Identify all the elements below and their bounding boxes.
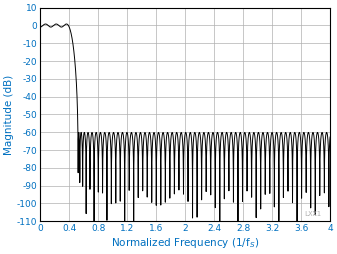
X-axis label: Normalized Frequency (1/f$_S$): Normalized Frequency (1/f$_S$) xyxy=(111,236,259,250)
Text: LXX1: LXX1 xyxy=(304,211,321,217)
Y-axis label: Magnitude (dB): Magnitude (dB) xyxy=(4,74,14,155)
